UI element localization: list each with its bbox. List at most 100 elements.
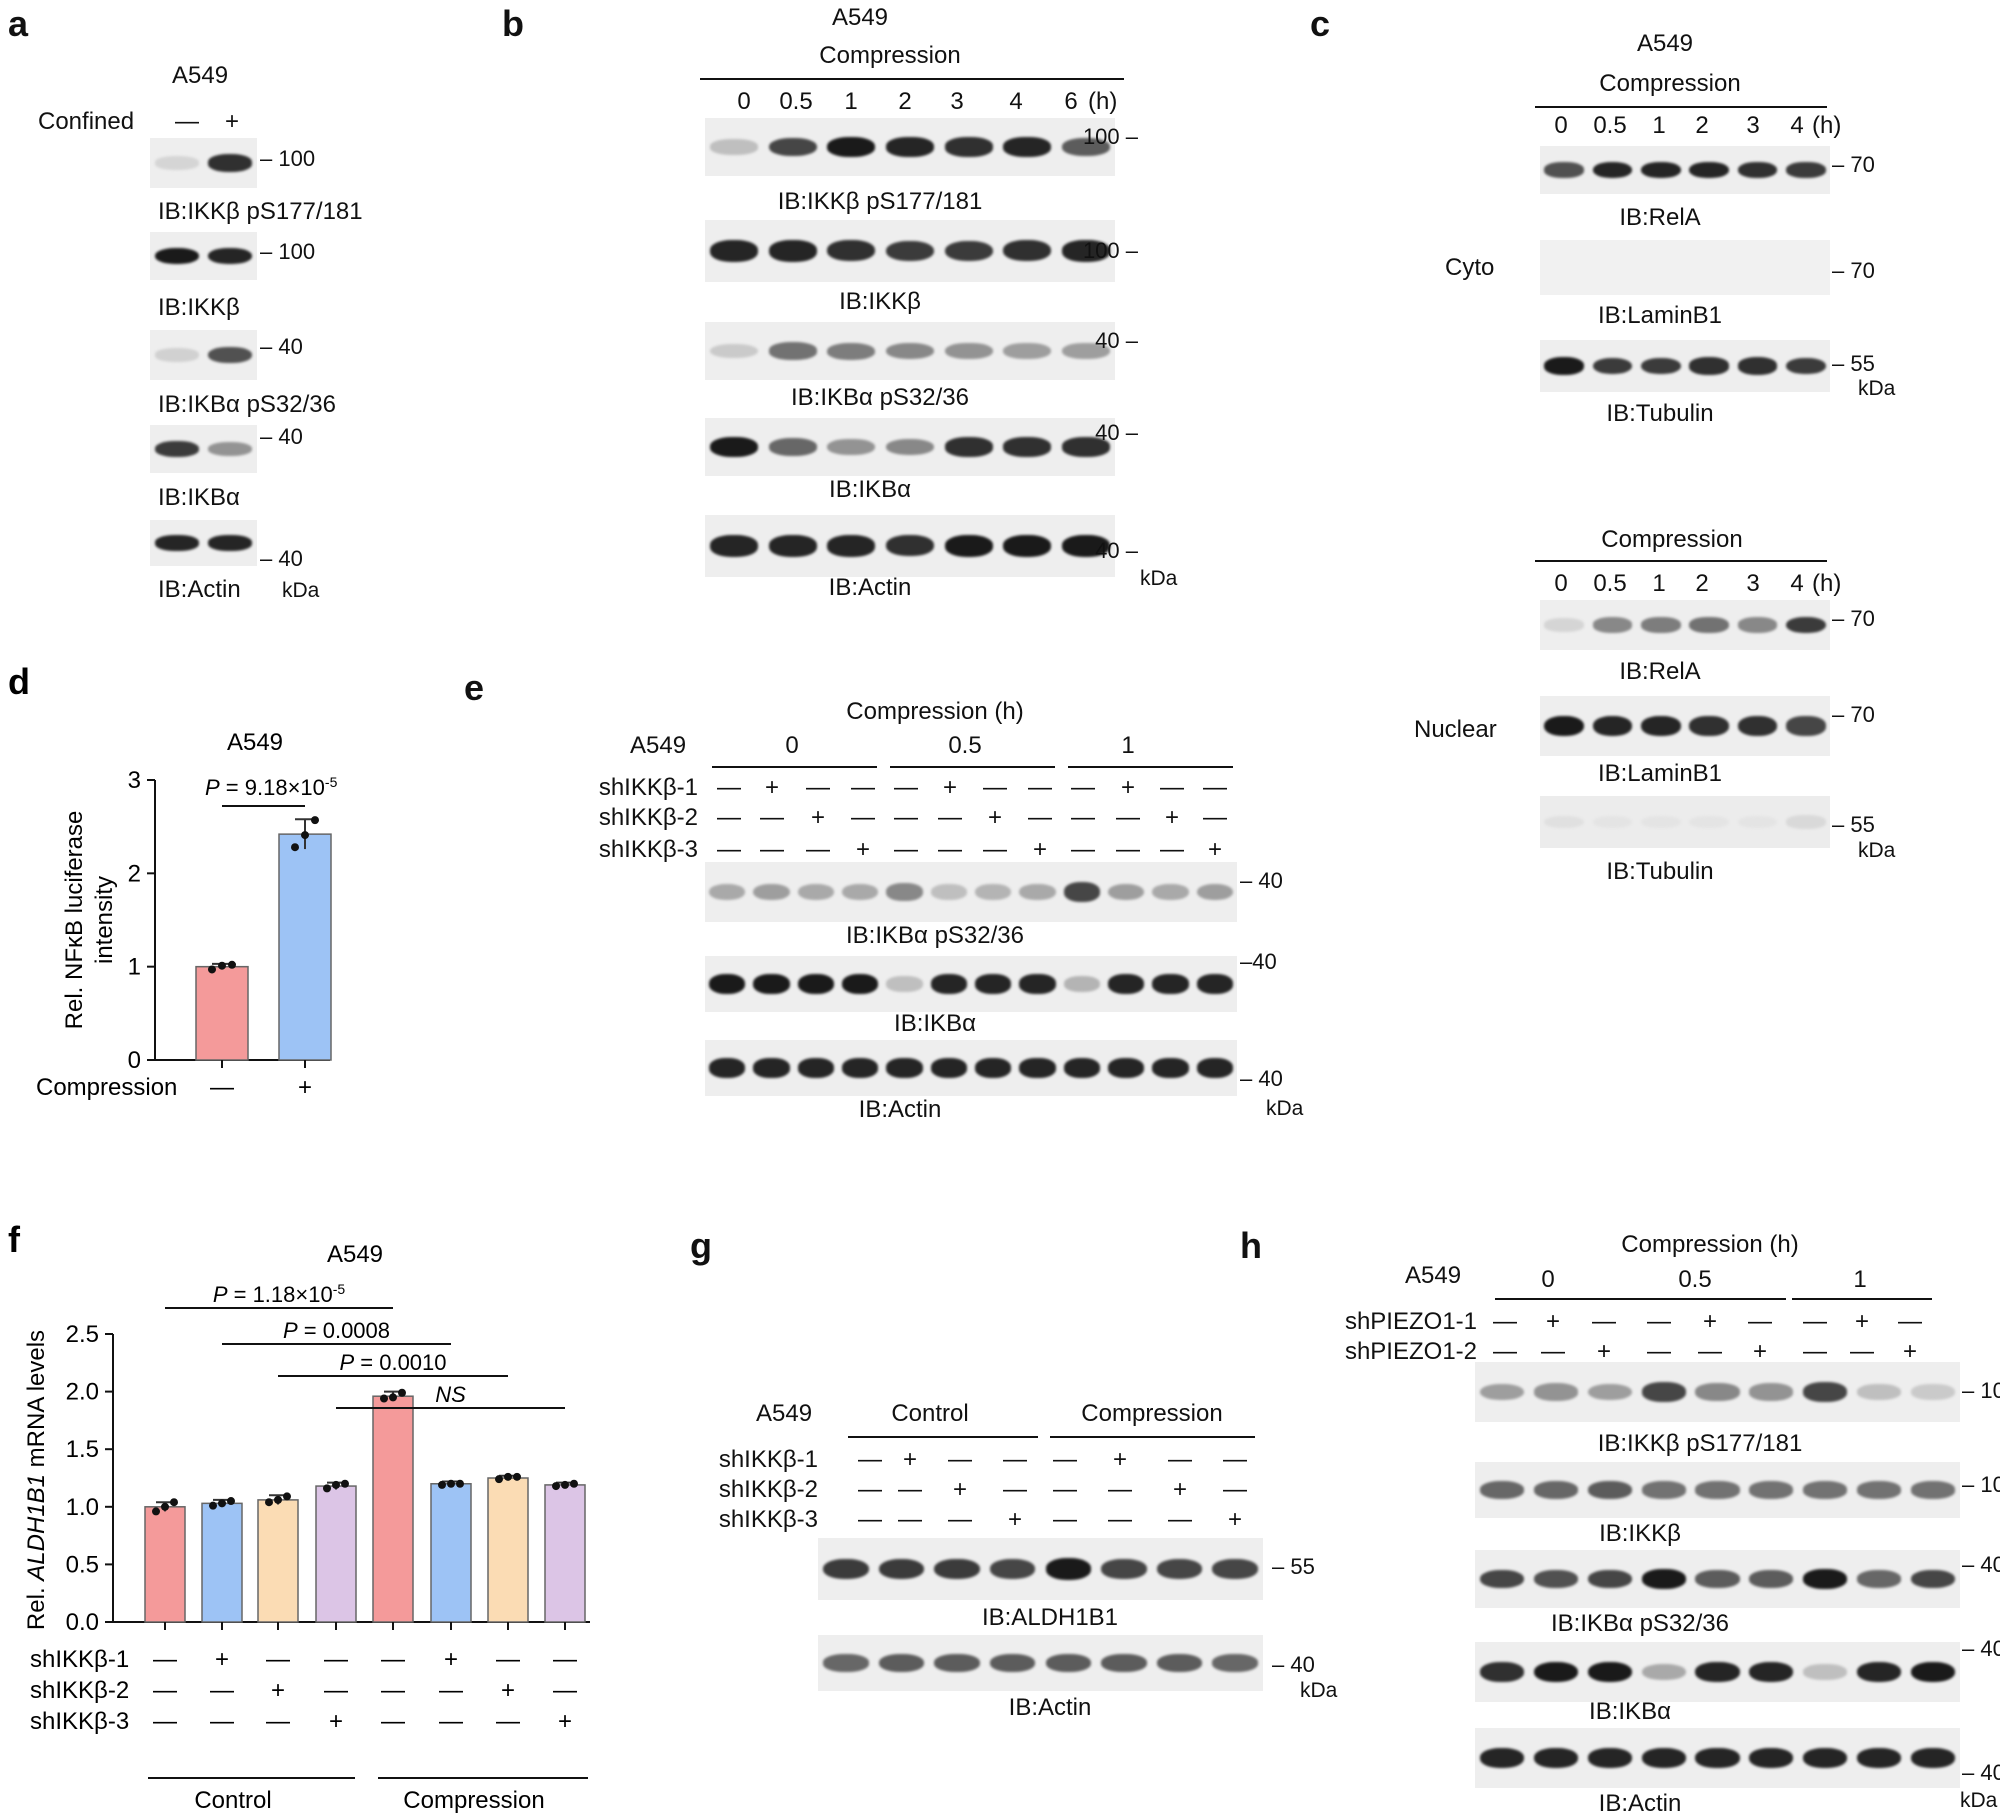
data-point — [389, 1393, 397, 1402]
blot-band — [1587, 1383, 1632, 1401]
x-tick-label: + — [298, 1074, 312, 1101]
x-axis-label: Compression — [36, 1074, 177, 1101]
blot-band — [1107, 883, 1145, 901]
group-label: 1 — [1853, 1266, 1867, 1293]
mw-marker: – 40 — [1962, 1760, 2000, 1785]
lane-mark: — — [553, 1646, 577, 1673]
blot-band — [1003, 535, 1052, 557]
panel-label: f — [8, 1219, 21, 1260]
blot-band — [708, 1058, 746, 1078]
blot-strip — [705, 862, 1237, 922]
blot-band — [1786, 357, 1826, 375]
ns-label: NS — [435, 1382, 466, 1407]
mw-marker: 100 – — [1082, 238, 1138, 263]
blot-band — [1061, 535, 1110, 557]
lane-mark: — — [1647, 1308, 1671, 1335]
row-label: shPIEZO1-2 — [1344, 1338, 1477, 1365]
blot-label: IB:IKBα pS32/36 — [158, 391, 336, 418]
blot-band — [989, 1654, 1036, 1672]
p-text: = 9.18×10 — [220, 775, 325, 800]
lane-mark: + — [1902, 1338, 1918, 1365]
blot-strip — [705, 418, 1115, 476]
group-line — [1638, 1298, 1786, 1300]
blot-band — [1803, 1382, 1848, 1402]
lane-mark: — — [983, 836, 1007, 863]
mw-marker: –40 — [1240, 949, 1277, 974]
blot-band — [1019, 883, 1056, 901]
lane-mark: — — [1168, 1506, 1192, 1533]
row-label: shPIEZO1-1 — [1344, 1308, 1477, 1335]
blot-band — [1061, 342, 1110, 360]
lane-mark: 4 — [1790, 570, 1804, 597]
data-point — [208, 965, 216, 974]
blot-band — [1533, 1747, 1578, 1769]
lane-mark: — — [1493, 1308, 1517, 1335]
blot-band — [1749, 1747, 1794, 1769]
lane-mark: — — [858, 1506, 882, 1533]
data-point — [301, 831, 309, 840]
blot-band — [154, 348, 199, 362]
blot-band — [974, 974, 1012, 994]
blot-label: IB:IKKβ — [1599, 1520, 1681, 1547]
blot-band — [1689, 715, 1729, 737]
lane-mark: — — [210, 1708, 234, 1735]
row-label: shIKKβ-2 — [718, 1476, 818, 1503]
lane-mark: — — [1160, 774, 1184, 801]
lane-mark: — — [851, 804, 875, 831]
blot-band — [768, 535, 817, 557]
data-point — [161, 1502, 169, 1511]
data-point — [341, 1479, 349, 1488]
y-axis-label-line: intensity — [91, 876, 118, 964]
blot-band — [1695, 1481, 1740, 1499]
blot-band — [886, 976, 923, 992]
lane-mark: 0.5 — [1593, 570, 1627, 597]
bar — [430, 1483, 472, 1623]
blot-band — [1587, 1661, 1632, 1683]
lane-mark: — — [938, 836, 962, 863]
mw-marker: – 55 — [1272, 1554, 1315, 1579]
blot-strip — [705, 515, 1115, 577]
group-line — [848, 1436, 1038, 1438]
blot-label: IB:IKBα — [829, 476, 911, 503]
lane-mark: 0.5 — [1593, 112, 1627, 139]
blot-band — [1479, 1383, 1525, 1401]
data-point — [218, 961, 226, 970]
blot-band — [154, 535, 199, 551]
blot-strip — [1540, 696, 1830, 756]
mw-marker: – 70 — [1832, 606, 1875, 631]
blot-band — [1689, 815, 1729, 829]
blot-band — [934, 1654, 980, 1672]
p-text: = 1.18×10 — [228, 1282, 333, 1307]
lane-mark: — — [1647, 1338, 1671, 1365]
mw-marker: – 100 — [260, 239, 316, 264]
lane-mark: — — [381, 1677, 405, 1704]
mw-marker: – 100 — [260, 146, 316, 171]
blot-band — [1107, 974, 1145, 994]
lane-mark: + — [1164, 804, 1180, 831]
lane-mark: 6 — [1064, 88, 1078, 115]
lane-mark: — — [1541, 1338, 1565, 1365]
group-label: Control — [194, 1787, 271, 1814]
blot-band — [823, 1654, 869, 1672]
mw-marker: 40 – — [1095, 328, 1138, 353]
blot-band — [768, 342, 817, 360]
data-point — [380, 1394, 388, 1403]
blot-band — [1641, 1382, 1686, 1402]
cell-line-label: A549 — [630, 732, 687, 759]
lane-mark: + — [224, 108, 240, 135]
lane-mark: — — [898, 1506, 922, 1533]
lane-mark: 4 — [1009, 88, 1023, 115]
data-point — [323, 1484, 331, 1493]
row-label: shIKKβ-3 — [598, 836, 698, 863]
lane-mark: + — [1112, 1446, 1128, 1473]
blot-band — [1641, 161, 1681, 179]
blot-band — [878, 1654, 925, 1672]
mw-marker: – 40 — [1240, 868, 1283, 893]
kda-label: kDa — [1300, 1679, 1338, 1702]
blot-strip — [705, 1040, 1237, 1096]
mw-marker: 100 – — [1082, 124, 1138, 149]
blot-strip — [1540, 796, 1830, 848]
lane-mark: — — [153, 1708, 177, 1735]
bar — [257, 1499, 299, 1623]
